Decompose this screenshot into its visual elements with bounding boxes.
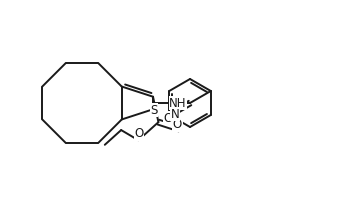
Text: NH: NH — [169, 96, 187, 110]
Text: S: S — [150, 104, 158, 117]
Text: O: O — [163, 111, 173, 124]
Text: O: O — [173, 118, 182, 131]
Text: N: N — [171, 108, 180, 121]
Text: O: O — [134, 127, 144, 140]
